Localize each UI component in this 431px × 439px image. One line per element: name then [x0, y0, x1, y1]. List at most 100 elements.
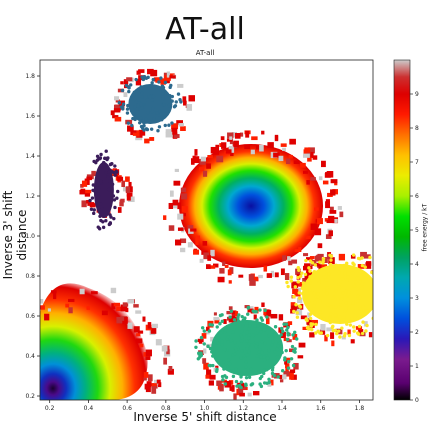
heatmap-cell: [80, 183, 84, 188]
scatter-point: [377, 291, 380, 294]
heatmap-cell: [215, 144, 220, 152]
scatter-point: [210, 350, 214, 354]
scatter-point: [275, 355, 280, 359]
colorbar-tick-label: 2: [415, 329, 419, 336]
scatter-point: [247, 336, 252, 340]
scatter-point: [379, 265, 382, 268]
heatmap-cell: [86, 176, 93, 181]
scatter-point: [218, 331, 223, 335]
scatter-point: [104, 171, 108, 175]
heatmap-cell: [155, 339, 162, 346]
scatter-point: [370, 270, 373, 275]
heatmap-cell: [85, 189, 92, 194]
scatter-point: [348, 323, 353, 327]
scatter-point: [255, 318, 259, 322]
scatter-point: [150, 110, 155, 114]
scatter-point: [199, 351, 203, 355]
heatmap-cell: [358, 329, 364, 334]
heatmap-cell: [146, 381, 152, 388]
scatter-point: [247, 375, 252, 379]
scatter-point: [325, 269, 330, 273]
scatter-point: [140, 75, 144, 79]
heatmap-cell: [289, 348, 294, 353]
scatter-point: [335, 331, 339, 336]
scatter-point: [262, 381, 267, 385]
heatmap-cell: [5, 340, 8, 344]
y-tick-label: 0.2: [25, 393, 35, 400]
scatter-point: [379, 272, 382, 275]
scatter-point: [318, 260, 322, 264]
heatmap-cell: [137, 330, 144, 334]
scatter-point: [245, 321, 249, 325]
scatter-point: [223, 328, 227, 332]
scatter-point: [343, 271, 347, 276]
heatmap-cell: [289, 138, 296, 145]
heatmap-cell: [202, 170, 208, 177]
scatter-point: [255, 354, 259, 358]
heatmap-cell: [304, 147, 311, 153]
scatter-point: [379, 275, 382, 278]
heatmap-cell: [164, 75, 171, 81]
heatmap-cell: [199, 158, 206, 165]
scatter-point: [224, 375, 229, 380]
heatmap-cell: [284, 273, 290, 281]
heatmap-cell: [310, 177, 316, 181]
heatmap-cell: [298, 342, 306, 348]
scatter-point: [163, 123, 167, 128]
scatter-point: [222, 367, 226, 371]
heatmap-cell: [230, 150, 234, 157]
scatter-point: [262, 328, 267, 332]
heatmap-cell: [66, 433, 72, 438]
scatter-point: [134, 77, 138, 82]
heatmap-cell: [334, 181, 338, 186]
scatter-point: [342, 318, 346, 322]
heatmap-cell: [53, 292, 57, 300]
x-axis-label: Inverse 5' shift distance: [133, 410, 277, 424]
heatmap-cell: [222, 261, 226, 266]
scatter-point: [90, 196, 95, 200]
heatmap-cell: [177, 213, 184, 220]
heatmap-cell: [258, 274, 263, 279]
heatmap-cell: [300, 162, 306, 168]
scatter-point: [325, 285, 329, 290]
heatmap-cell: [116, 421, 122, 426]
scatter-point: [101, 160, 106, 165]
heatmap-cell: [287, 321, 293, 325]
scatter-point: [247, 333, 251, 337]
heatmap-cell: [163, 215, 167, 220]
heatmap-cell: [233, 393, 237, 400]
heatmap-cell: [339, 211, 344, 218]
scatter-point: [347, 333, 352, 338]
scatter-point: [216, 341, 220, 345]
heatmap-cell: [203, 330, 210, 335]
scatter-point: [286, 325, 290, 330]
heatmap-cell: [125, 186, 130, 194]
scatter-point: [211, 354, 215, 358]
scatter-point: [376, 299, 379, 302]
heatmap-cell: [264, 309, 270, 313]
scatter-point: [285, 328, 289, 332]
scatter-point: [309, 308, 314, 313]
heatmap-cell: [166, 348, 170, 355]
heatmap-cell: [168, 225, 175, 231]
scatter-point: [308, 312, 313, 316]
scatter-point: [239, 355, 243, 360]
heatmap-cell: [138, 129, 146, 136]
scatter-point: [308, 288, 312, 293]
scatter-point: [151, 94, 156, 99]
scatter-point: [220, 343, 224, 347]
heatmap-cell: [9, 335, 15, 338]
scatter-point: [161, 85, 166, 90]
scatter-point: [329, 254, 334, 258]
scatter-point: [262, 371, 266, 376]
heatmap-cell: [219, 385, 224, 392]
heatmap-cell: [282, 255, 287, 261]
heatmap-cell: [117, 207, 122, 213]
scatter-point: [117, 101, 121, 105]
heatmap-cell: [113, 108, 121, 113]
scatter-point: [139, 85, 143, 89]
heatmap-cell: [79, 288, 85, 295]
heatmap-cell: [187, 242, 193, 248]
scatter-point: [381, 276, 384, 279]
scatter-point: [92, 159, 96, 164]
